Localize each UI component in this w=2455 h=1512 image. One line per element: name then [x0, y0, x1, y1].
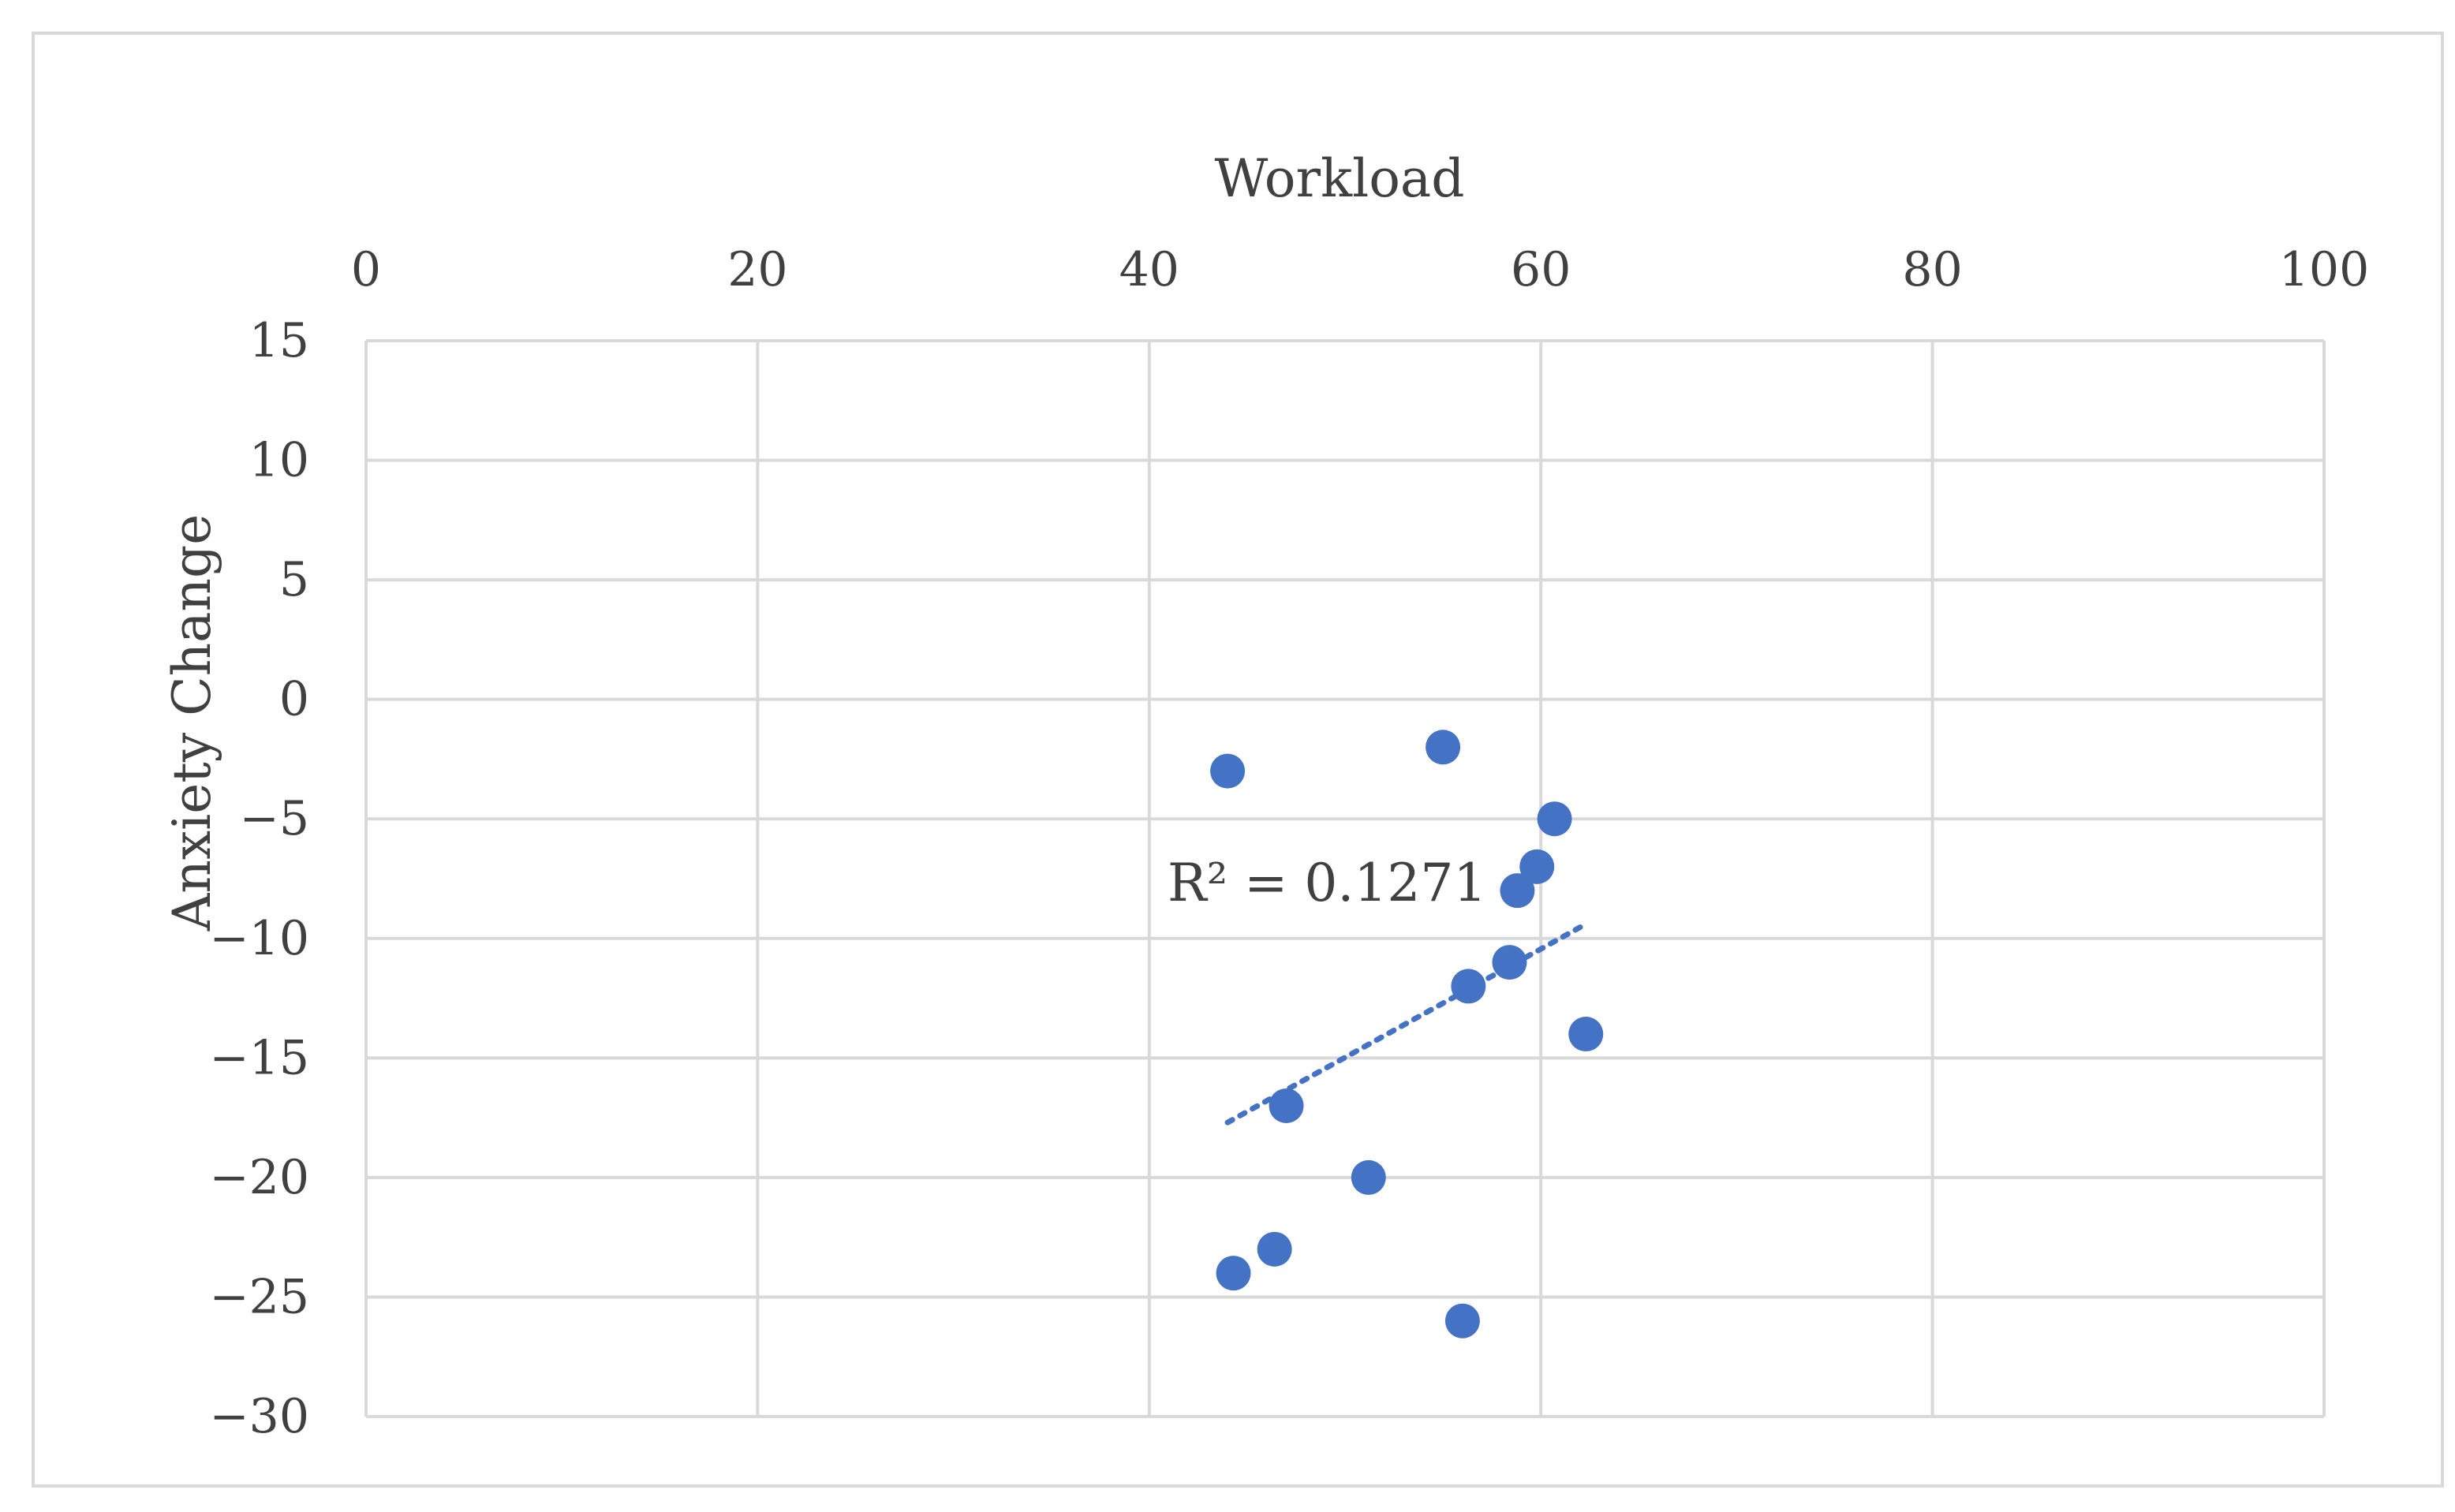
- data-point: [1492, 945, 1527, 980]
- y-tick-label: 15: [249, 313, 309, 368]
- y-tick-label: −20: [209, 1150, 309, 1205]
- y-tick-label: −10: [209, 911, 309, 966]
- x-tick-label: 0: [351, 242, 381, 297]
- y-tick-label: 0: [279, 672, 309, 727]
- data-point: [1257, 1231, 1292, 1267]
- data-point: [1426, 730, 1461, 765]
- y-tick-label: −25: [209, 1269, 309, 1324]
- x-tick-label: 100: [2279, 242, 2370, 297]
- data-point: [1444, 1303, 1480, 1338]
- y-tick-label: −30: [209, 1389, 309, 1444]
- data-point: [1519, 849, 1555, 884]
- y-tick-label: 5: [279, 552, 309, 607]
- chart-frame: 0 20 40 60 80 100 15 10 5 0 −5 −10 −15 −20 −25 −30 Work…: [32, 32, 2444, 1488]
- x-tick-label: 20: [727, 242, 787, 297]
- x-tick-label: 40: [1119, 242, 1179, 297]
- x-tick-label: 80: [1902, 242, 1962, 297]
- y-tick-label: −5: [240, 791, 309, 846]
- x-axis-title: Workload: [1214, 148, 1464, 209]
- y-tick-label: −15: [209, 1030, 309, 1085]
- x-tick-label: 60: [1511, 242, 1571, 297]
- data-points: [1210, 730, 1604, 1338]
- data-point: [1269, 1088, 1304, 1123]
- y-tick-label: 10: [249, 433, 309, 488]
- y-axis-title: Anxiety Change: [162, 514, 222, 932]
- data-point: [1351, 1159, 1386, 1195]
- r-squared-label: R² = 0.1271: [1168, 853, 1486, 913]
- data-point: [1451, 969, 1486, 1004]
- data-point: [1210, 753, 1246, 789]
- data-point: [1568, 1017, 1604, 1052]
- tick-labels: 0 20 40 60 80 100 15 10 5 0 −5 −10 −15 −20 −25 −30: [209, 242, 2369, 1444]
- data-point: [1500, 873, 1535, 909]
- data-point: [1537, 801, 1572, 837]
- data-point: [1216, 1256, 1251, 1291]
- scatter-chart: 0 20 40 60 80 100 15 10 5 0 −5 −10 −15 −20 −25 −30 Work…: [162, 148, 2369, 1444]
